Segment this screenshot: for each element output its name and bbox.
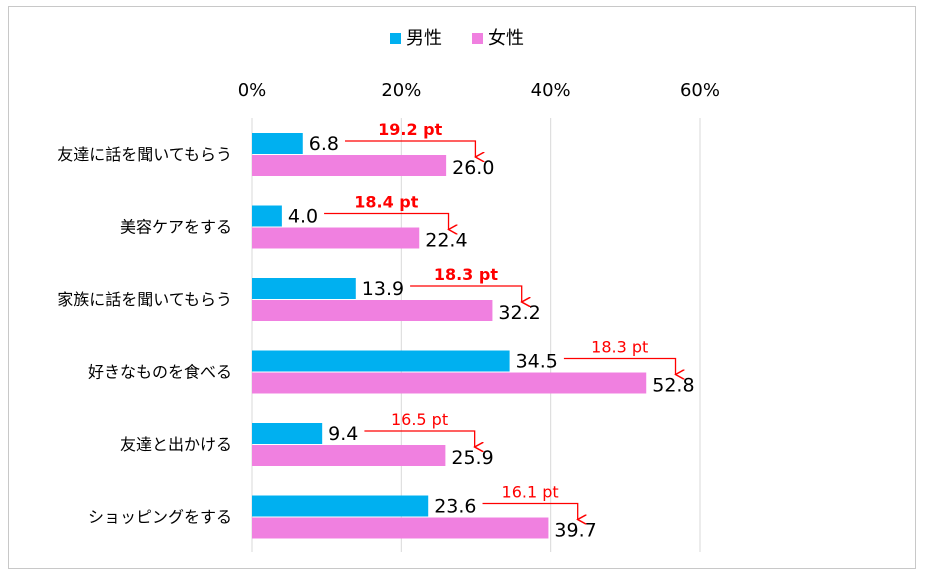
value-label-female: 32.2 [498,302,540,324]
bar-female [252,227,420,249]
category-label: 美容ケアをする [120,218,232,237]
bar-female [252,445,446,466]
legend-swatch [472,33,483,44]
value-label-male: 9.4 [328,423,358,445]
difference-label: 18.3 pt [434,265,499,284]
chart-frame [8,6,916,569]
difference-arrow [563,357,676,375]
value-label-male: 6.8 [309,133,339,155]
bar-male [252,350,510,372]
category-label: ショッピングをする [88,508,232,527]
category-label: 家族に話を聞いてもらう [57,290,232,309]
category-labels: 友達に話を聞いてもらう美容ケアをする家族に話を聞いてもらう好きなものを食べる友達… [57,145,232,527]
value-label-female: 52.8 [652,375,694,397]
value-label-female: 22.4 [425,230,467,252]
bar-female [252,517,549,539]
value-label-female: 39.7 [554,520,596,542]
x-tick-label: 40% [531,80,571,101]
legend: 男性 女性 [390,28,524,49]
category-label: 友達に話を聞いてもらう [57,145,232,164]
bar-female [252,372,647,394]
difference-arrow [410,285,522,302]
difference-arrow [344,140,475,157]
x-tick-label: 60% [680,80,720,101]
difference-annotations: 19.2 pt 18.4 pt 18.3 pt 18.3 pt 16.5 pt 16.1 … [324,120,675,520]
bar-female [252,155,447,176]
value-label-female: 25.9 [451,447,493,469]
bar-male [252,278,356,299]
difference-label: 18.3 pt [591,338,648,357]
value-label-female: 26.0 [452,157,494,179]
difference-label: 16.5 pt [391,410,448,429]
value-label-male: 23.6 [434,496,476,518]
difference-arrow [324,212,448,230]
x-tick-label: 20% [381,80,421,101]
legend-label: 男性 [406,28,442,49]
bar-male [252,133,303,154]
bar-female [252,300,493,321]
legend-label: 女性 [488,28,524,49]
value-labels: 6.8 26.0 4.0 22.4 13.9 32.2 34.5 52.8 9.4 25.9 23.… [288,133,695,542]
x-tick-labels: 0% 20% 40% 60% [238,80,720,101]
value-label-male: 4.0 [288,206,318,228]
legend-swatch [390,33,401,44]
bars [252,133,647,539]
category-label: 好きなものを食べる [88,363,232,382]
gridlines [251,118,701,552]
value-label-male: 34.5 [516,351,558,373]
category-label: 友達と出かける [120,435,232,454]
bar-male [252,205,282,227]
bar-male [252,495,429,517]
bar-male [252,423,323,444]
difference-label: 18.4 pt [354,193,419,212]
difference-arrow [364,430,474,447]
x-tick-label: 0% [238,80,267,101]
value-label-male: 13.9 [362,278,404,300]
difference-arrow [482,502,578,520]
difference-label: 19.2 pt [378,120,443,139]
difference-label: 16.1 pt [502,483,559,502]
